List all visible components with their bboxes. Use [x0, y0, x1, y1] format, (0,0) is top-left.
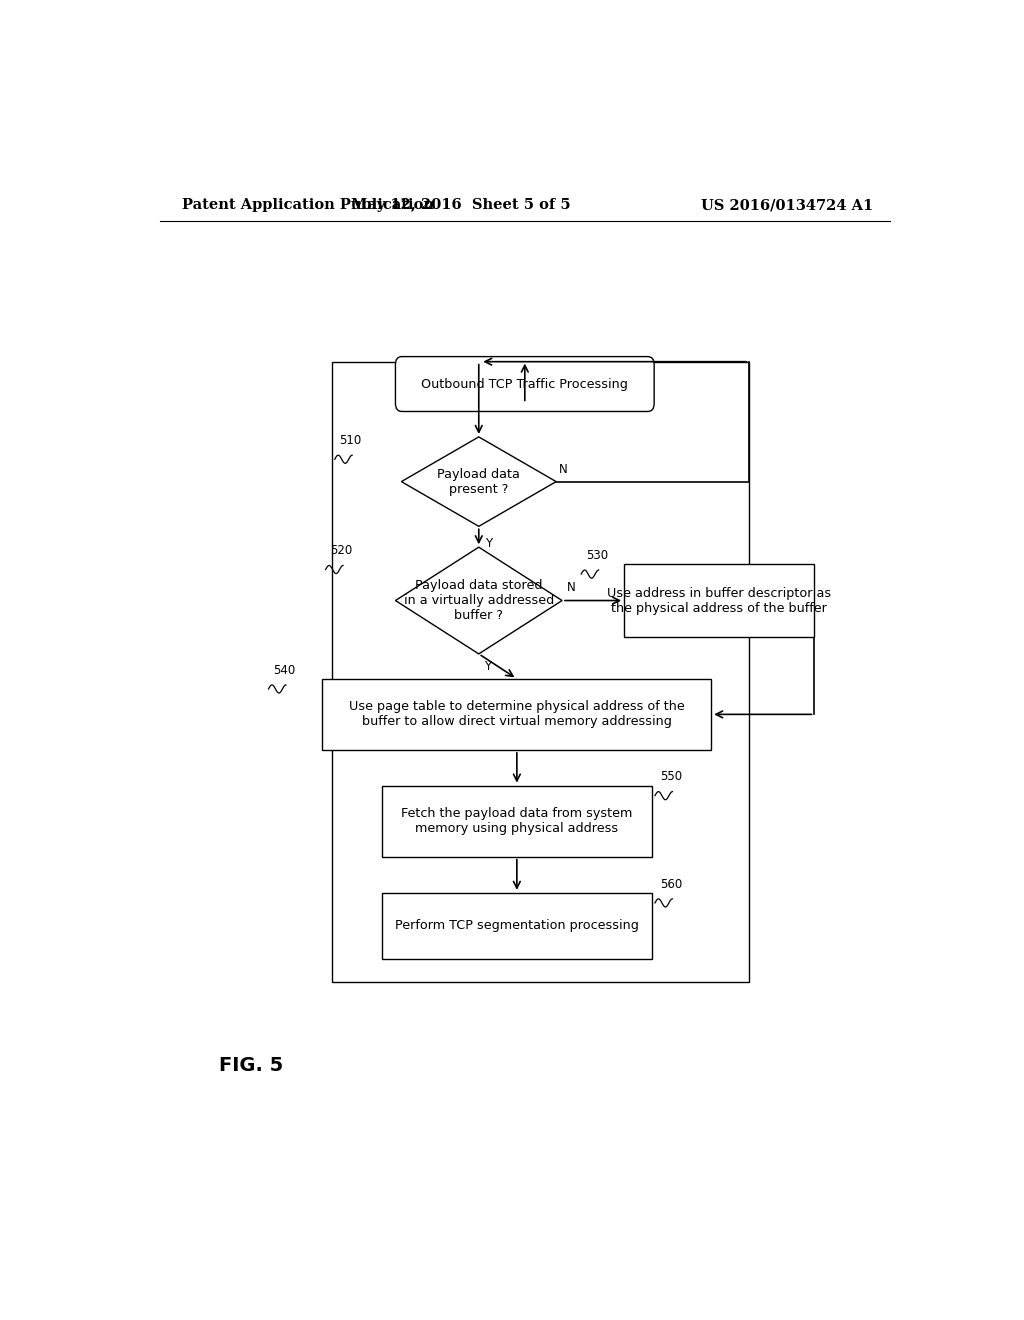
Text: N: N — [567, 581, 575, 594]
Text: May 12, 2016  Sheet 5 of 5: May 12, 2016 Sheet 5 of 5 — [351, 198, 571, 213]
Text: Patent Application Publication: Patent Application Publication — [182, 198, 434, 213]
Text: 540: 540 — [273, 664, 296, 677]
Text: Y: Y — [483, 660, 490, 673]
Bar — [323, 678, 712, 750]
Polygon shape — [395, 548, 562, 653]
Bar — [382, 785, 651, 857]
Text: 520: 520 — [331, 544, 352, 557]
Text: Perform TCP segmentation processing: Perform TCP segmentation processing — [395, 919, 639, 932]
Text: FIG. 5: FIG. 5 — [219, 1056, 284, 1074]
Bar — [332, 362, 750, 982]
Bar — [382, 892, 651, 958]
Text: US 2016/0134724 A1: US 2016/0134724 A1 — [700, 198, 872, 213]
Text: 550: 550 — [659, 771, 682, 784]
Text: 530: 530 — [586, 549, 608, 562]
Text: Use address in buffer descriptor as
the physical address of the buffer: Use address in buffer descriptor as the … — [607, 586, 831, 615]
Text: N: N — [559, 462, 568, 475]
Text: 560: 560 — [659, 878, 682, 891]
Polygon shape — [401, 437, 556, 527]
Text: Payload data
present ?: Payload data present ? — [437, 467, 520, 495]
Text: Use page table to determine physical address of the
buffer to allow direct virtu: Use page table to determine physical add… — [349, 701, 685, 729]
Text: Payload data stored
in a virtually addressed
buffer ?: Payload data stored in a virtually addre… — [403, 579, 554, 622]
FancyBboxPatch shape — [395, 356, 654, 412]
Text: Y: Y — [485, 536, 493, 549]
Text: Outbound TCP Traffic Processing: Outbound TCP Traffic Processing — [421, 378, 629, 391]
Text: 510: 510 — [340, 434, 361, 447]
Text: Fetch the payload data from system
memory using physical address: Fetch the payload data from system memor… — [401, 807, 633, 836]
Bar — [624, 564, 814, 638]
